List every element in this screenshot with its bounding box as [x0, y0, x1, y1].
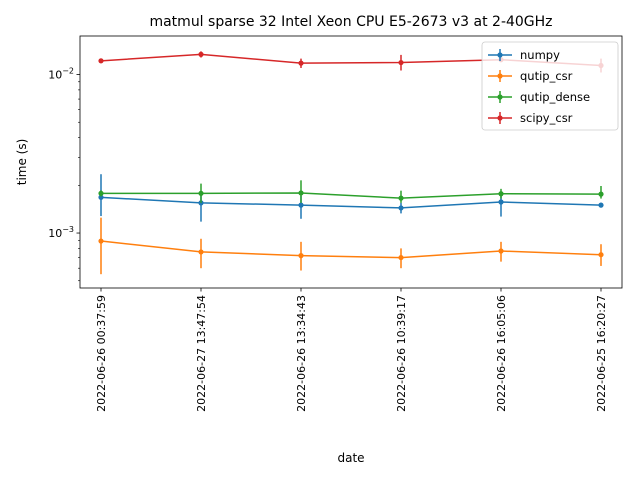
series-numpy [98, 174, 604, 222]
x-tick-label: 2022-06-25 16:20:27 [595, 295, 608, 412]
series-line [100, 240, 602, 259]
axes-frame [79, 35, 623, 289]
series-layer [98, 51, 604, 275]
legend-label: qutip_dense [520, 90, 590, 104]
y-axis-label: time (s) [15, 139, 29, 186]
series-qutip_dense [98, 180, 604, 203]
x-tick-label: 2022-06-26 13:34:43 [295, 295, 308, 412]
x-axis-label: date [337, 451, 364, 465]
legend-label: scipy_csr [520, 111, 573, 125]
x-tick-label: 2022-06-27 13:47:54 [195, 295, 208, 412]
data-point [398, 59, 404, 66]
x-tick-label: 2022-06-26 00:37:59 [95, 295, 108, 412]
legend: numpy qutip_csr qutip_dense scipy_csr [481, 41, 619, 131]
data-point [98, 58, 104, 64]
data-point [198, 249, 204, 255]
data-point [198, 190, 204, 196]
legend-box [481, 41, 619, 131]
data-point [498, 199, 504, 205]
legend-entry: qutip_dense [488, 90, 590, 104]
data-point [598, 252, 604, 258]
legend-entry: numpy [488, 48, 560, 62]
series-line [100, 196, 602, 209]
chart-title: matmul sparse 32 Intel Xeon CPU E5-2673 … [149, 14, 552, 30]
data-point [298, 202, 304, 208]
data-point [398, 195, 404, 201]
series-line [101, 192, 602, 199]
data-point [598, 191, 604, 197]
y-axis-ticks: 10−3 10−2 [48, 67, 80, 282]
data-point [398, 254, 404, 261]
x-axis-ticks: 2022-06-26 00:37:59 2022-06-27 13:47:54 20… [95, 288, 608, 412]
data-point [98, 194, 104, 200]
legend-label: qutip_csr [520, 69, 573, 83]
plot-area [79, 35, 623, 289]
data-point [498, 248, 504, 254]
legend-marker [497, 73, 503, 79]
data-point [398, 205, 404, 211]
x-tick-label: 2022-06-26 16:05:06 [495, 295, 508, 412]
legend-marker [497, 115, 503, 121]
data-point [598, 202, 604, 208]
data-point [298, 253, 304, 259]
data-point [298, 60, 304, 66]
y-tick-label: 10−3 [48, 225, 74, 240]
legend-marker [497, 52, 503, 58]
data-point [98, 238, 104, 244]
series-qutip_csr [98, 217, 604, 275]
data-point [98, 190, 104, 196]
legend-entry: scipy_csr [488, 111, 573, 125]
data-point [298, 190, 304, 196]
legend-label: numpy [520, 48, 560, 62]
data-point [498, 191, 504, 197]
data-point [198, 51, 204, 57]
y-tick-label: 10−2 [48, 67, 74, 82]
legend-marker [497, 94, 503, 100]
x-tick-label: 2022-06-26 10:39:17 [395, 295, 408, 412]
legend-entry: qutip_csr [488, 69, 573, 83]
